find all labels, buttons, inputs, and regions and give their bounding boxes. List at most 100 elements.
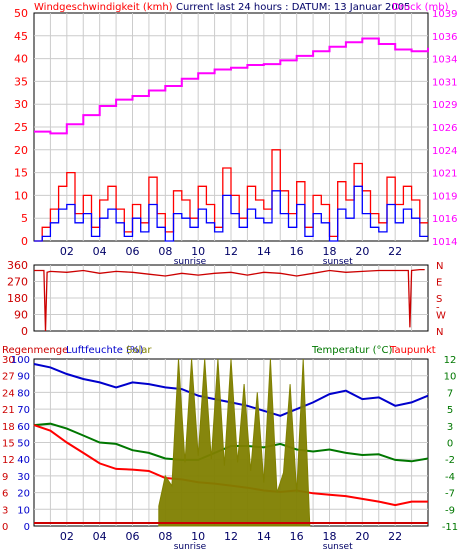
- winddir-series-group: [34, 268, 425, 332]
- y-left-tick-label: 15: [14, 167, 28, 180]
- y-temperature-tick-label: -7: [445, 489, 455, 500]
- y-humidity-tick-label: 60: [17, 422, 30, 433]
- series-line-mittelwert: [34, 185, 428, 242]
- hour-tick-label: 22: [388, 530, 402, 543]
- y-right-compass-label: E: [436, 278, 442, 289]
- y-right-tick-label: 1021: [432, 169, 457, 180]
- y-temperature-tick-label: 0: [447, 439, 453, 450]
- y-right-tick-label: 1031: [432, 77, 457, 88]
- hour-tick-label: 12: [224, 245, 238, 258]
- compass-separator: -: [436, 302, 440, 313]
- y-right-tick-label: 1016: [432, 214, 457, 225]
- panel3-left-label-humidity: Luftfeuchte (%): [66, 345, 144, 356]
- hour-tick-label: 22: [388, 245, 402, 258]
- y-humidity-tick-label: 70: [17, 405, 30, 416]
- y-humidity-tick-label: 90: [17, 372, 30, 383]
- panel3-left-label-solar: Solar: [126, 345, 152, 356]
- hour-tick-label: 10: [191, 530, 205, 543]
- hour-tick-label: 06: [126, 530, 140, 543]
- y-left-tick-label: 35: [14, 75, 28, 88]
- y-temperature-tick-label: -2: [445, 455, 455, 466]
- y-right-compass-label: W: [436, 311, 446, 322]
- y-rain-tick-label: 24: [2, 388, 15, 399]
- panel3-left-label: Regenmenge: [2, 345, 68, 356]
- series-line-druck: [34, 37, 429, 135]
- y-right-tick-label: 1039: [432, 9, 457, 20]
- y-right-tick-label: 1029: [432, 100, 457, 111]
- hour-tick-label: 20: [355, 245, 369, 258]
- y-humidity-tick-label: 100: [11, 355, 30, 366]
- hour-tick-label: 08: [158, 530, 172, 543]
- hour-tick-label: 04: [93, 530, 107, 543]
- y-left-tick-label: 360: [7, 259, 28, 272]
- series-area-solar: [158, 358, 311, 527]
- y-left-tick-label: 270: [7, 276, 28, 289]
- series-line-windgeschwindigkeit: [34, 149, 428, 242]
- y-rain-tick-label: 3: [2, 505, 8, 516]
- y-humidity-tick-label: 50: [17, 439, 30, 450]
- y-right-tick-label: 1024: [432, 146, 457, 157]
- header-left-label: Windgeschwindigkeit (kmh): [34, 2, 173, 13]
- y-temperature-tick-label: 12: [444, 355, 457, 366]
- y-rain-tick-label: 18: [2, 422, 15, 433]
- y-humidity-tick-label: 40: [17, 455, 30, 466]
- hour-tick-label: 14: [257, 530, 271, 543]
- hour-tick-label: 20: [355, 530, 369, 543]
- header-right-label: Druck (mb): [392, 2, 449, 13]
- y-temperature-tick-label: 10: [444, 372, 457, 383]
- y-rain-tick-label: 9: [2, 472, 8, 483]
- y-left-tick-label: 40: [14, 53, 28, 66]
- y-left-tick-label: 20: [14, 144, 28, 157]
- hour-tick-label: 18: [323, 245, 337, 258]
- y-right-tick-label: 1026: [432, 123, 457, 134]
- y-left-tick-label: 10: [14, 189, 28, 202]
- hour-tick-label: 18: [323, 530, 337, 543]
- y-right-tick-label: 1019: [432, 191, 457, 202]
- y-humidity-tick-label: 20: [17, 489, 30, 500]
- y-left-tick-label: 50: [14, 7, 28, 20]
- y-left-tick-label: 0: [21, 325, 28, 338]
- hour-tick-label: 16: [290, 245, 304, 258]
- y-temperature-tick-label: -11: [442, 522, 458, 533]
- series-line-windrichtung: [34, 268, 425, 332]
- sunrise-label: sunrise: [174, 257, 207, 267]
- sunrise-label: sunrise: [174, 542, 207, 551]
- y-rain-tick-label: 0: [2, 522, 8, 533]
- hour-tick-label: 16: [290, 530, 304, 543]
- y-left-tick-label: 180: [7, 292, 28, 305]
- y-rain-tick-label: 21: [2, 405, 15, 416]
- y-left-tick-label: 25: [14, 121, 28, 134]
- wind-axis-labels: 0 5 10 15 20 25 30 35 40 45 50 1014 1016 1019 1021 1024…: [14, 7, 457, 267]
- y-humidity-tick-label: 30: [17, 472, 30, 483]
- y-left-tick-label: 45: [14, 30, 28, 43]
- hour-tick-label: 14: [257, 245, 271, 258]
- hour-tick-label: 06: [126, 245, 140, 258]
- sunset-label: sunset: [323, 257, 353, 267]
- y-humidity-tick-label: 10: [17, 505, 30, 516]
- winddir-grid: [34, 265, 428, 331]
- y-rain-tick-label: 15: [2, 439, 15, 450]
- y-right-tick-label: 1014: [432, 237, 457, 248]
- y-left-tick-label: 30: [14, 98, 28, 111]
- y-rain-tick-label: 12: [2, 455, 15, 466]
- hour-tick-label: 08: [158, 245, 172, 258]
- hour-tick-label: 02: [60, 245, 74, 258]
- y-left-tick-label: 5: [21, 212, 28, 225]
- hour-tick-label: 04: [93, 245, 107, 258]
- y-left-tick-label: 0: [21, 235, 28, 248]
- temp-axis-labels: 0369121518212427300102030405060708090100…: [2, 355, 458, 552]
- y-right-tick-label: 1034: [432, 55, 457, 66]
- y-temperature-tick-label: -9: [445, 505, 455, 516]
- y-temperature-tick-label: 5: [447, 405, 453, 416]
- y-temperature-tick-label: 3: [447, 422, 453, 433]
- y-rain-tick-label: 30: [2, 355, 15, 366]
- sunset-label: sunset: [323, 542, 353, 551]
- y-rain-tick-label: 27: [2, 372, 15, 383]
- y-right-compass-label: S: [436, 294, 442, 305]
- temp-series-group: [33, 358, 429, 527]
- header-center-label: Current last 24 hours : DATUM: 13 Januar…: [176, 2, 410, 13]
- y-right-tick-label: 1036: [432, 32, 457, 43]
